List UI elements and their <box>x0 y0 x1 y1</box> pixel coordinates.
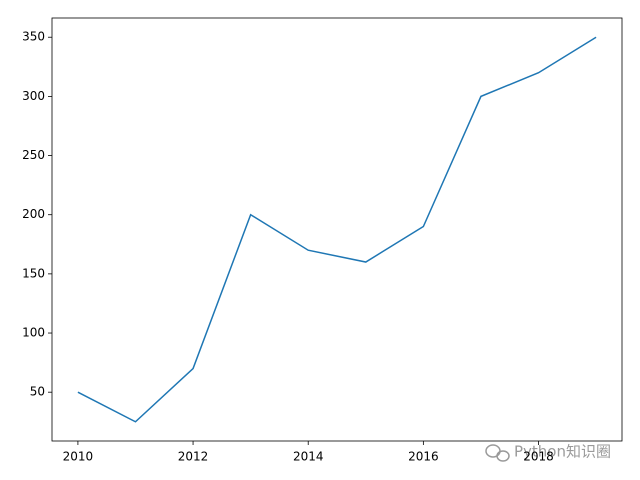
y-tick-label: 300 <box>22 89 45 103</box>
y-tick-label: 50 <box>30 385 45 399</box>
watermark: Python知识圈 <box>514 443 611 461</box>
x-tick-label: 2010 <box>63 450 94 464</box>
x-tick-label: 2018 <box>523 450 554 464</box>
plot-frame <box>51 17 623 442</box>
y-tick-label: 250 <box>22 148 45 162</box>
x-tick-label: 2016 <box>408 450 439 464</box>
line <box>77 36 597 423</box>
y-tick-label: 100 <box>22 326 45 340</box>
watermark-icon <box>485 444 510 462</box>
y-tick-label: 150 <box>22 266 45 280</box>
y-tick-label: 350 <box>22 30 45 44</box>
x-tick-label: 2014 <box>293 450 324 464</box>
x-tick-label: 2012 <box>178 450 209 464</box>
y-tick-label: 200 <box>22 207 45 221</box>
